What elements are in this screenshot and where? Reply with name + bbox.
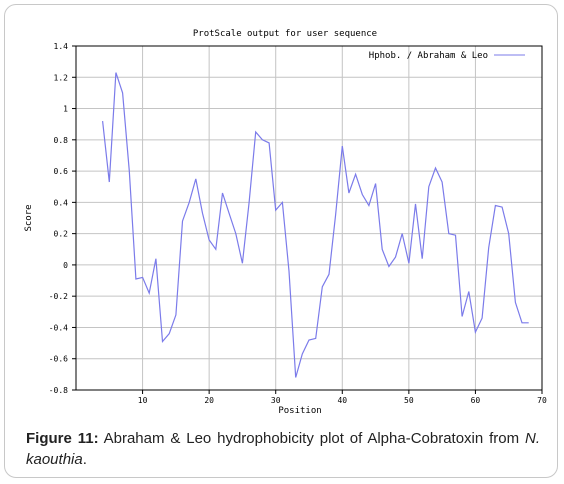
y-tick-label: -0.8 [49,386,68,395]
chart-title: ProtScale output for user sequence [193,29,377,39]
caption-label: Figure 11: [26,430,99,447]
y-tick-label: 1.4 [54,42,69,51]
legend: Hphob. / Abraham & Leo [369,51,525,61]
y-tick-label: 1 [63,105,68,114]
x-tick-label: 40 [337,396,347,405]
tick-layer: 1.4 1.2 1 0.8 0.6 0.4 0.2 0 -0.2 -0.4 -0.6 -0.8 10 20… [49,42,547,405]
y-tick-label: 0 [63,261,68,270]
caption-end: . [82,451,87,468]
caption-species: N. kaouthia [26,430,540,468]
y-tick-label: -0.6 [49,355,68,364]
figure-card [4,4,558,478]
y-axis-label: Score [24,204,34,231]
caption-text: Abraham & Leo hydrophobicity plot of Alp… [98,430,525,447]
series-line-hydrophobicity [102,72,529,378]
grid-layer [76,46,542,390]
y-tick-label: 1.2 [54,73,69,82]
x-tick-label: 10 [138,396,148,405]
x-tick-label: 30 [271,396,281,405]
y-tick-label: -0.4 [49,323,68,332]
legend-label: Hphob. / Abraham & Leo [369,51,488,61]
y-tick-label: -0.2 [49,292,68,301]
x-tick-label: 20 [204,396,214,405]
x-tick-label: 70 [537,396,547,405]
y-tick-label: 0.6 [54,167,69,176]
y-tick-label: 0.2 [54,230,69,239]
hydrophobicity-chart: 1.4 1.2 1 0.8 0.6 0.4 0.2 0 -0.2 -0.4 -0.6 -0.8 10 20… [24,29,547,416]
figure-caption: Figure 11: Abraham & Leo hydrophobicity … [26,428,540,470]
x-tick-label: 60 [471,396,481,405]
y-tick-label: 0.8 [54,136,69,145]
plot-frame [75,45,543,391]
y-tick-label: 0.4 [54,198,69,207]
series-layer [102,72,529,378]
x-axis-label: Position [278,406,321,416]
x-tick-label: 50 [404,396,414,405]
